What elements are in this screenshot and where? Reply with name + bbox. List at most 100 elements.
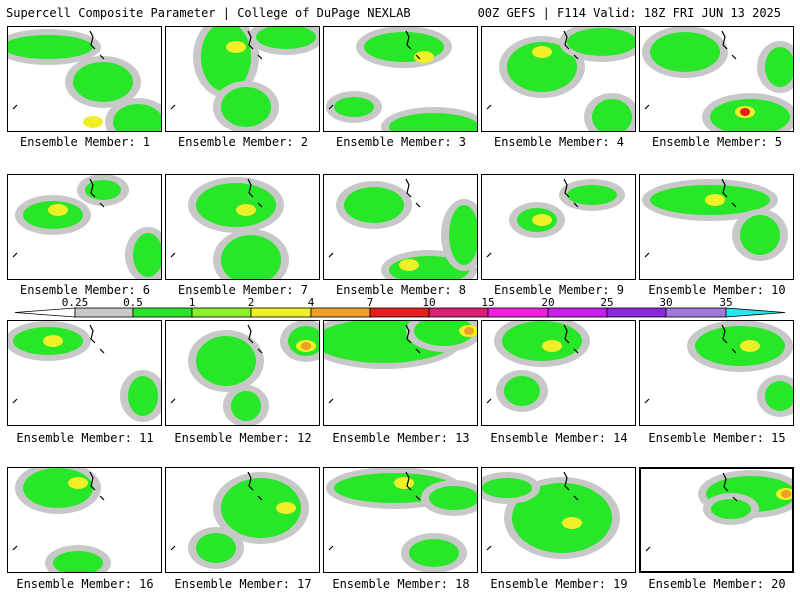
ensemble-member-map bbox=[7, 26, 162, 132]
colorbar-tick-label: 30 bbox=[659, 296, 673, 309]
ensemble-member-map bbox=[7, 320, 162, 426]
scp-contour-2 bbox=[68, 477, 88, 489]
scp-contour-2 bbox=[48, 204, 68, 216]
ensemble-member-map bbox=[323, 174, 478, 280]
scp-field bbox=[486, 321, 590, 412]
colorbar-segment bbox=[191, 307, 252, 318]
scp-field bbox=[326, 468, 477, 572]
scp-contour-2 bbox=[562, 517, 582, 529]
scp-contour-2 bbox=[542, 340, 562, 352]
colorbar-tick-label: 1 bbox=[188, 296, 196, 309]
coastline bbox=[644, 178, 737, 258]
coastline bbox=[486, 471, 579, 551]
coastline bbox=[170, 178, 263, 258]
ensemble-member-map bbox=[639, 174, 794, 280]
ensemble-member-label: Ensemble Member: 11 bbox=[16, 431, 154, 445]
colorbar-tick-label: 10 bbox=[422, 296, 436, 309]
colorbar-tick-label: 0.25 bbox=[61, 296, 89, 309]
scp-contour-2 bbox=[276, 502, 296, 514]
scp-contour-05 bbox=[567, 185, 617, 205]
ensemble-member-map bbox=[639, 320, 794, 426]
ensemble-member-map bbox=[481, 26, 636, 132]
scp-contour-05 bbox=[344, 187, 404, 223]
scp-field bbox=[642, 27, 793, 131]
ensemble-member-label: Ensemble Member: 20 bbox=[648, 577, 786, 591]
header-valid-time: 00Z GEFS | F114 Valid: 18Z FRI JUN 13 20… bbox=[477, 6, 781, 20]
scp-field bbox=[170, 321, 319, 425]
scp-contour-2 bbox=[43, 335, 63, 347]
ensemble-member-map bbox=[165, 174, 320, 280]
colorbar-segment bbox=[487, 307, 549, 318]
scp-contour-2 bbox=[226, 41, 246, 53]
scp-contour-05 bbox=[409, 539, 459, 567]
scp-field bbox=[644, 321, 793, 417]
coastline bbox=[170, 471, 263, 551]
scp-contour-2 bbox=[740, 340, 760, 352]
ensemble-member-label: Ensemble Member: 16 bbox=[16, 577, 154, 591]
coastline bbox=[12, 30, 105, 110]
scp-contour-2 bbox=[532, 214, 552, 226]
scp-contour-05 bbox=[567, 28, 635, 56]
ensemble-member-map bbox=[165, 467, 320, 573]
ensemble-member-label: Ensemble Member: 19 bbox=[490, 577, 628, 591]
ensemble-member-map bbox=[7, 467, 162, 573]
scp-field bbox=[170, 177, 289, 279]
scp-contour-05 bbox=[740, 215, 780, 255]
colorbar-left-arrow bbox=[14, 307, 76, 318]
ensemble-member-label: Ensemble Member: 13 bbox=[332, 431, 470, 445]
scp-contour-05 bbox=[221, 235, 281, 279]
ensemble-member-label: Ensemble Member: 15 bbox=[648, 431, 786, 445]
scp-contour-05 bbox=[507, 42, 577, 92]
ensemble-member-label: Ensemble Member: 10 bbox=[648, 283, 786, 297]
colorbar-tick-label: 25 bbox=[600, 296, 614, 309]
scp-contour-2 bbox=[532, 46, 552, 58]
coastline bbox=[328, 178, 421, 258]
coastline bbox=[328, 324, 421, 404]
ensemble-member-label: Ensemble Member: 7 bbox=[177, 283, 309, 297]
scp-contour-05 bbox=[256, 27, 316, 49]
colorbar-segment bbox=[665, 307, 727, 318]
scp-field bbox=[8, 29, 161, 131]
scp-contour-05 bbox=[196, 336, 256, 386]
scp-contour-05 bbox=[85, 180, 121, 200]
coastline bbox=[170, 30, 263, 110]
scp-contour-05 bbox=[196, 183, 276, 227]
scp-field bbox=[12, 468, 111, 572]
colorbar-tick-label: 4 bbox=[307, 296, 315, 309]
scp-contour-05 bbox=[231, 391, 261, 421]
ensemble-member-map bbox=[639, 26, 794, 132]
scp-contour-05 bbox=[504, 376, 540, 406]
coastline bbox=[645, 472, 738, 552]
ensemble-member-label: Ensemble Member: 17 bbox=[174, 577, 312, 591]
ensemble-member-map bbox=[639, 467, 794, 573]
colorbar-tick-label: 20 bbox=[541, 296, 555, 309]
scp-contour-05 bbox=[711, 499, 751, 519]
scp-contour-05 bbox=[449, 205, 477, 265]
scp-contour-4 bbox=[464, 327, 474, 335]
scp-contour-05 bbox=[414, 321, 474, 346]
scp-contour-05 bbox=[389, 113, 477, 131]
scp-contour-05 bbox=[650, 32, 720, 72]
scp-field bbox=[482, 471, 620, 559]
ensemble-member-map bbox=[7, 174, 162, 280]
scp-field bbox=[326, 27, 477, 131]
scp-field bbox=[8, 321, 161, 422]
ensemble-member-map bbox=[165, 26, 320, 132]
scp-contour-05 bbox=[113, 104, 161, 131]
scp-contour-2 bbox=[414, 51, 434, 63]
ensemble-member-label: Ensemble Member: 12 bbox=[174, 431, 312, 445]
scp-contour-05 bbox=[73, 62, 133, 102]
colorbar-segment bbox=[547, 307, 608, 318]
coastline bbox=[170, 324, 263, 404]
scp-contour-4 bbox=[740, 108, 750, 116]
scp-contour-4 bbox=[301, 342, 311, 350]
scp-contour-05 bbox=[133, 233, 161, 277]
scp-contour-05 bbox=[482, 478, 532, 498]
ensemble-member-label: Ensemble Member: 9 bbox=[493, 283, 625, 297]
scp-contour-2 bbox=[705, 194, 725, 206]
scp-contour-05 bbox=[128, 376, 158, 416]
coastline bbox=[486, 30, 579, 110]
colorbar-segment bbox=[606, 307, 667, 318]
scp-contour-05 bbox=[512, 483, 612, 553]
coastline bbox=[486, 178, 579, 258]
